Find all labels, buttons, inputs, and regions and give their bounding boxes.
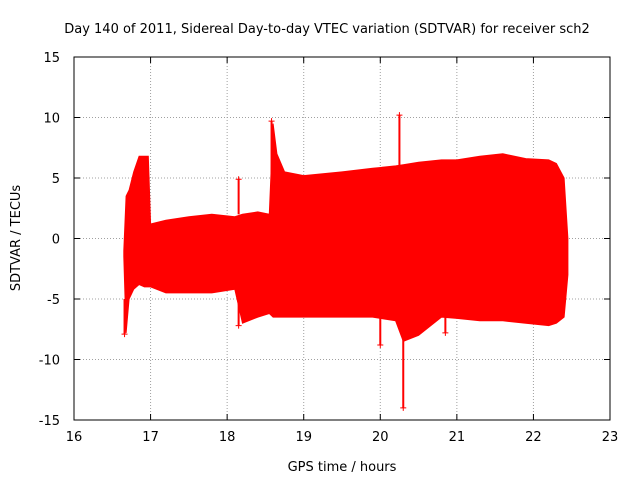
- x-tick-label: 17: [142, 430, 159, 445]
- data-point-marker: [121, 331, 128, 338]
- data-point-marker: [396, 112, 403, 119]
- y-tick-label: 15: [43, 51, 60, 66]
- data-point-marker: [268, 118, 275, 125]
- y-tick-label: -10: [39, 354, 60, 369]
- y-tick-label: -5: [47, 293, 60, 308]
- x-tick-label: 16: [66, 430, 83, 445]
- y-tick-label: 0: [52, 233, 60, 248]
- data-series: [121, 112, 569, 411]
- y-axis-label: SDTVAR / TECUs: [9, 185, 24, 292]
- y-axis-ticks: -15 -10 -5 0 5 10 15: [39, 51, 610, 429]
- x-tick-label: 23: [602, 430, 619, 445]
- y-tick-label: -15: [39, 414, 60, 429]
- data-point-marker: [235, 322, 242, 329]
- data-point-marker: [377, 341, 384, 348]
- x-tick-label: 21: [449, 430, 466, 445]
- data-point-marker: [442, 329, 449, 336]
- x-tick-label: 20: [372, 430, 389, 445]
- data-point-marker: [400, 404, 407, 411]
- chart-title: Day 140 of 2011, Sidereal Day-to-day VTE…: [64, 22, 590, 37]
- x-tick-label: 19: [295, 430, 312, 445]
- x-tick-label: 18: [219, 430, 236, 445]
- series-envelope: [123, 123, 569, 343]
- y-tick-label: 5: [52, 172, 60, 187]
- x-axis-label: GPS time / hours: [288, 460, 397, 475]
- x-tick-label: 22: [525, 430, 542, 445]
- y-tick-label: 10: [43, 112, 60, 127]
- x-axis-ticks: 16 17 18 19 20 21 22 23: [66, 57, 619, 445]
- data-point-marker: [235, 176, 242, 183]
